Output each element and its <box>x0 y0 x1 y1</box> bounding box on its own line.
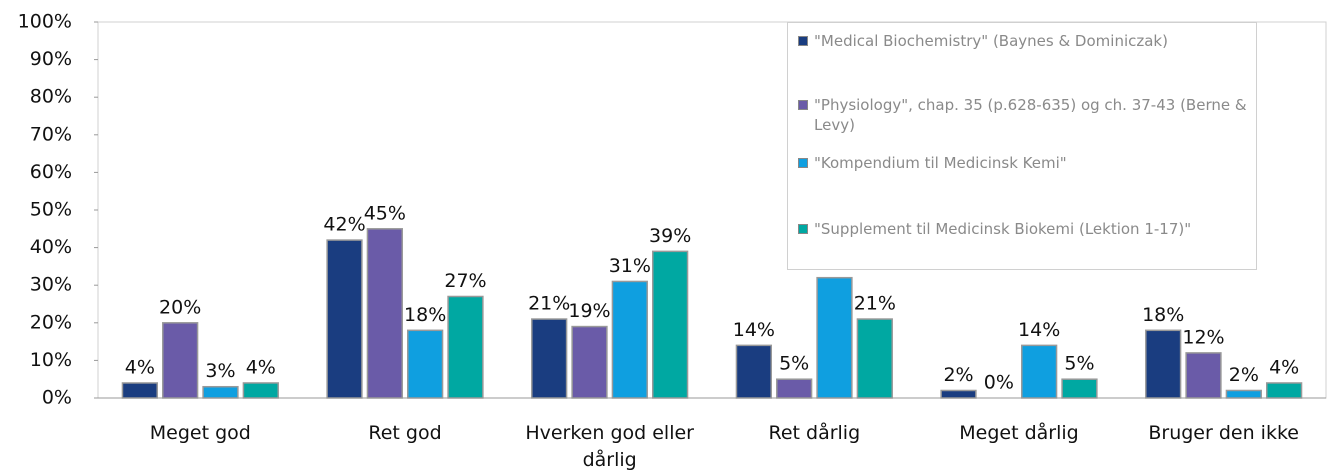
bar <box>735 344 773 399</box>
legend-label: "Physiology", chap. 35 (p.628-635) og ch… <box>814 96 1247 134</box>
data-label: 19% <box>568 300 610 322</box>
bar <box>1265 382 1303 399</box>
y-tick-label: 100% <box>18 11 72 33</box>
bar <box>366 228 403 399</box>
y-tick-label: 30% <box>30 274 72 296</box>
bar <box>1021 344 1058 399</box>
data-label: 21% <box>528 293 570 315</box>
data-label: 14% <box>733 319 775 341</box>
bar <box>1145 329 1182 399</box>
legend-item: "Medical Biochemistry" (Baynes & Dominic… <box>798 31 1248 51</box>
bar <box>407 329 444 399</box>
bar <box>447 295 484 399</box>
bar <box>202 385 239 399</box>
data-label: 21% <box>854 293 896 315</box>
x-tick-label: Meget dårlig <box>959 422 1079 444</box>
data-label: 5% <box>779 353 809 375</box>
data-label: 27% <box>444 270 486 292</box>
x-tick-label: Ret dårlig <box>768 422 861 444</box>
bar <box>571 325 608 399</box>
data-label: 42% <box>323 214 365 236</box>
data-label: 0% <box>984 372 1014 394</box>
bar <box>1061 378 1098 399</box>
legend-item: "Physiology", chap. 35 (p.628-635) og ch… <box>798 95 1248 135</box>
y-tick-label: 80% <box>30 86 72 108</box>
legend-item: "Supplement til Medicinsk Biokemi (Lekti… <box>798 219 1248 239</box>
legend-swatch <box>798 100 808 110</box>
bar <box>611 280 648 399</box>
bar <box>816 276 853 399</box>
legend-swatch <box>798 158 808 168</box>
bar <box>776 378 813 399</box>
y-tick-label: 20% <box>30 311 72 333</box>
data-label: 12% <box>1182 326 1224 348</box>
data-label: 4% <box>125 356 155 378</box>
data-label: 45% <box>364 202 406 224</box>
bar <box>651 250 689 399</box>
bar <box>326 239 363 399</box>
y-tick-label: 70% <box>30 123 72 145</box>
y-tick-label: 40% <box>30 236 72 258</box>
legend-label: "Medical Biochemistry" (Baynes & Dominic… <box>814 32 1168 50</box>
data-label: 2% <box>1229 364 1259 386</box>
legend-label: "Kompendium til Medicinsk Kemi" <box>814 154 1067 172</box>
data-label: 3% <box>205 360 235 382</box>
y-tick-label: 60% <box>30 161 72 183</box>
legend-label: "Supplement til Medicinsk Biokemi (Lekti… <box>814 220 1192 238</box>
legend-item: "Kompendium til Medicinsk Kemi" <box>798 153 1248 173</box>
data-label: 4% <box>1269 356 1299 378</box>
bar <box>856 318 893 399</box>
data-label: 20% <box>159 296 201 318</box>
data-label: 14% <box>1018 319 1060 341</box>
x-tick-label: Hverken god eller dårlig <box>525 422 694 471</box>
y-tick-label: 90% <box>30 48 72 70</box>
legend-swatch <box>798 36 808 46</box>
legend: "Medical Biochemistry" (Baynes & Dominic… <box>787 22 1257 270</box>
bar <box>162 322 199 399</box>
y-tick-label: 10% <box>30 349 72 371</box>
data-label: 18% <box>1142 304 1184 326</box>
data-label: 5% <box>1064 353 1094 375</box>
y-tick-label: 0% <box>42 387 72 409</box>
bar <box>1225 389 1262 399</box>
data-label: 31% <box>609 255 651 277</box>
data-label: 2% <box>943 364 973 386</box>
y-tick-label: 50% <box>30 199 72 221</box>
legend-swatch <box>798 224 808 234</box>
bar <box>121 382 159 399</box>
data-label: 39% <box>649 225 691 247</box>
data-label: 18% <box>404 304 446 326</box>
bar <box>242 382 279 399</box>
bar <box>531 318 568 399</box>
bar <box>940 389 977 399</box>
x-tick-label: Bruger den ikke <box>1148 422 1299 444</box>
x-tick-label: Ret god <box>368 422 442 444</box>
x-tick-label: Meget god <box>149 422 251 444</box>
bar <box>1185 352 1222 399</box>
data-label: 4% <box>246 356 276 378</box>
